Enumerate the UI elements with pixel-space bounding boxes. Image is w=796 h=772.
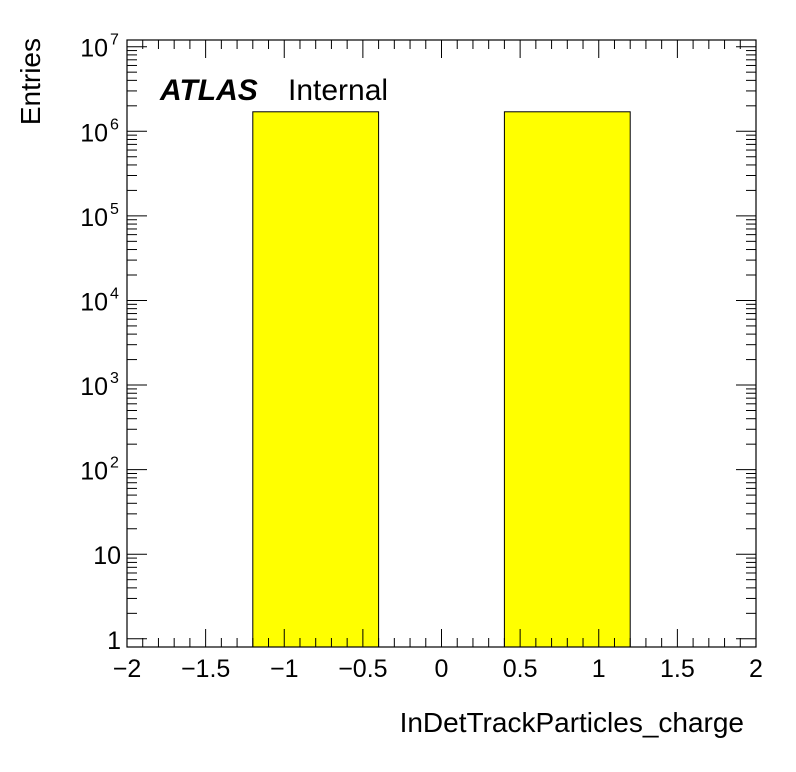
y-tick-label: 10 xyxy=(80,35,108,63)
y-axis-title: Entries xyxy=(15,38,46,125)
y-tick-label: 10 xyxy=(80,373,108,401)
histogram-bar-1 xyxy=(252,111,380,648)
histogram-bars xyxy=(252,111,631,648)
internal-label: Internal xyxy=(288,74,388,107)
y-tick-label: 10 xyxy=(80,288,108,316)
axis-major-ticks xyxy=(126,40,757,647)
axis-minor-ticks xyxy=(127,40,756,647)
x-tick-label: 2 xyxy=(749,655,763,683)
x-tick-label: −0.5 xyxy=(338,655,387,683)
x-tick-label: −1.5 xyxy=(181,655,230,683)
y-tick-label: 10 xyxy=(80,458,108,486)
x-tick-label: 1 xyxy=(592,655,606,683)
x-axis-title: InDetTrackParticles_charge xyxy=(400,707,744,738)
y-tick-exponent: 3 xyxy=(110,370,119,387)
y-tick-label: 10 xyxy=(80,119,108,147)
histogram-bar-2 xyxy=(503,111,631,648)
y-tick-exponent: 4 xyxy=(110,285,119,302)
y-tick-label: 1 xyxy=(107,627,121,655)
x-tick-label: 0.5 xyxy=(503,655,538,683)
x-tick-label: −2 xyxy=(113,655,142,683)
x-tick-label: 1.5 xyxy=(660,655,695,683)
x-tick-labels: −2 −1.5 −1 −0.5 0 0.5 1 1.5 2 xyxy=(113,655,763,683)
y-tick-exponent: 6 xyxy=(110,116,119,133)
y-tick-exponent: 7 xyxy=(110,32,119,49)
plot-frame xyxy=(126,39,757,648)
y-tick-label: 10 xyxy=(93,542,121,570)
x-tick-label: 0 xyxy=(435,655,449,683)
y-tick-exponent: 2 xyxy=(110,455,119,472)
y-tick-label: 10 xyxy=(80,204,108,232)
atlas-label: ATLAS xyxy=(159,74,258,107)
x-tick-label: −1 xyxy=(270,655,299,683)
y-tick-exponent: 5 xyxy=(110,201,119,218)
